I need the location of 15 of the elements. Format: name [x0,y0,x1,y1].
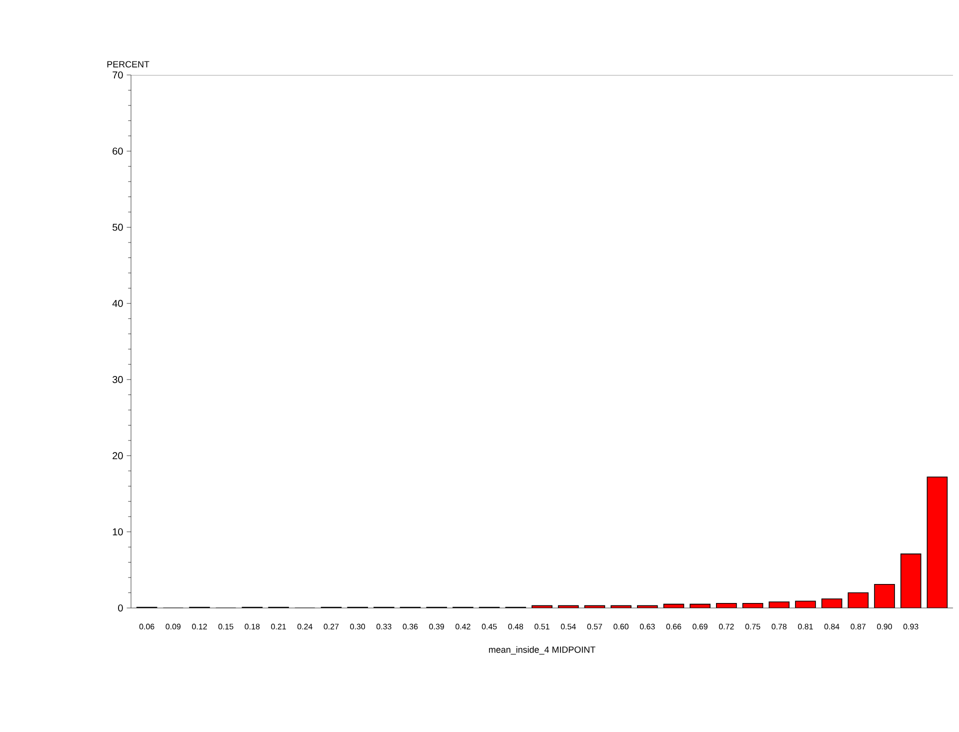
bar [848,592,869,608]
bar [874,584,895,608]
bar [900,554,922,608]
y-tick-label: 10 [112,528,123,536]
y-tick-label: 70 [112,71,123,79]
y-tick-label: 60 [112,148,123,155]
bar [822,598,842,608]
bar [926,476,948,608]
x-axis-title: mean_inside_4 MIDPOINT [489,646,596,655]
y-tick-label: 30 [112,376,123,384]
y-tick-label: 0 [118,604,123,612]
y-tick-label: 50 [112,224,123,231]
y-tick-label: 40 [112,300,123,307]
y-tick-label: 20 [112,452,123,460]
y-axis-title: PERCENT [107,61,150,68]
